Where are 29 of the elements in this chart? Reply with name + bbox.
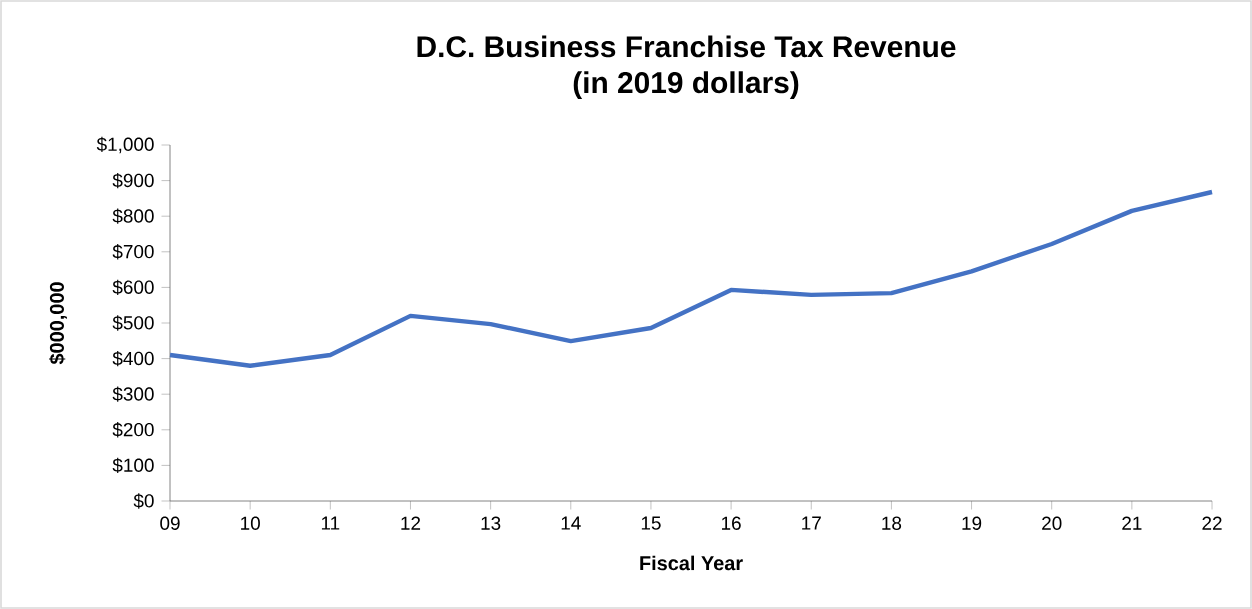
y-tick-label: $700 [112, 244, 154, 260]
y-axis-title: $000,000 [48, 282, 67, 365]
x-tick-label: 16 [722, 516, 741, 530]
y-tick-label: $400 [112, 350, 154, 367]
x-tick-label: 10 [241, 516, 260, 530]
y-tick-label: $100 [112, 457, 154, 474]
x-tick-label: 11 [321, 516, 340, 530]
x-tick-label: 21 [1122, 516, 1142, 530]
y-tick-label: $200 [112, 422, 154, 438]
x-tick-label: 14 [561, 516, 581, 530]
y-tick-label: $500 [112, 315, 154, 331]
x-tick-label: 18 [882, 516, 902, 530]
y-tick-label: $900 [112, 172, 154, 189]
x-tick-label: 13 [481, 516, 501, 530]
x-tick-label: 15 [641, 516, 661, 530]
y-tick-label: $600 [112, 279, 154, 296]
x-axis-title: Fiscal Year [640, 555, 743, 571]
x-tick-label: 19 [962, 516, 982, 530]
x-tick-label: 22 [1202, 516, 1222, 530]
x-tick-label: 20 [1042, 516, 1062, 530]
y-tick-label: $0 [133, 493, 154, 509]
y-tick-label: $1,000 [96, 136, 154, 154]
y-tick-label: $800 [112, 208, 154, 224]
x-tick-label: 17 [802, 516, 821, 530]
y-tick-label: $300 [112, 386, 154, 402]
x-tick-label: 12 [401, 516, 421, 530]
chart-title: D.C. Business Franchise Tax Revenue (in 2019 dollars) [417, 35, 956, 100]
x-tick-label: 09 [160, 516, 180, 530]
line-series [167, 189, 1215, 368]
